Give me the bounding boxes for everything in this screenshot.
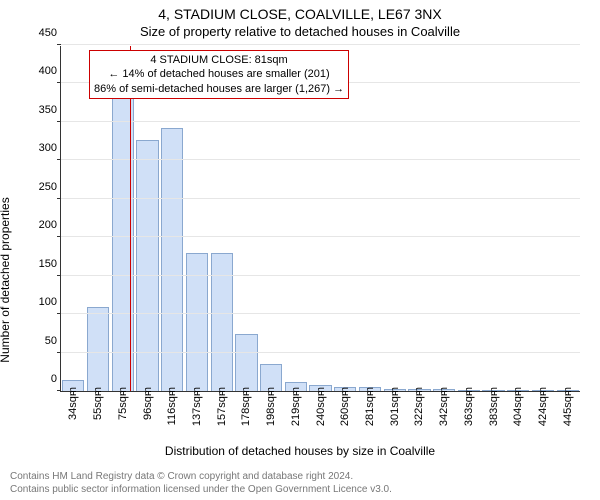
bar-slot: 342sqm [432, 46, 457, 391]
xtick-label: 75sqm [117, 387, 129, 420]
gridline [61, 313, 580, 314]
bar-slot: 363sqm [457, 46, 482, 391]
gridline [61, 121, 580, 122]
annotation-box: 4 STADIUM CLOSE: 81sqm← 14% of detached … [89, 50, 349, 99]
bar-slot: 383sqm [481, 46, 506, 391]
bar-slot: 34sqm [61, 46, 86, 391]
xtick-label: 445sqm [562, 387, 574, 426]
gridline [61, 275, 580, 276]
histogram-bar [87, 307, 109, 391]
annotation-line: 86% of semi-detached houses are larger (… [94, 82, 344, 96]
ytick-mark [57, 313, 61, 314]
bar-slot: 404sqm [506, 46, 531, 391]
bar-slot: 281sqm [358, 46, 383, 391]
xtick-label: 322sqm [413, 387, 425, 426]
histogram-bar [136, 140, 158, 391]
title-subtitle: Size of property relative to detached ho… [0, 24, 600, 39]
ytick-mark [57, 198, 61, 199]
xtick-label: 178sqm [240, 387, 252, 426]
gridline [61, 198, 580, 199]
xtick-label: 219sqm [290, 387, 302, 426]
annotation-line: 4 STADIUM CLOSE: 81sqm [94, 53, 344, 67]
footer-attribution: Contains HM Land Registry data © Crown c… [10, 471, 590, 496]
ytick-label: 450 [39, 27, 57, 39]
xtick-label: 240sqm [315, 387, 327, 426]
footer-line-1: Contains HM Land Registry data © Crown c… [10, 471, 590, 484]
xtick-label: 342sqm [438, 387, 450, 426]
gridline [61, 44, 580, 45]
xtick-label: 301sqm [389, 387, 401, 426]
y-axis-label: Number of detached properties [0, 197, 12, 362]
ytick-label: 200 [39, 219, 57, 231]
xtick-label: 363sqm [463, 387, 475, 426]
ytick-label: 100 [39, 296, 57, 308]
ytick-label: 50 [45, 335, 57, 347]
ytick-label: 0 [51, 373, 57, 385]
title-address: 4, STADIUM CLOSE, COALVILLE, LE67 3NX [0, 6, 600, 22]
gridline [61, 236, 580, 237]
xtick-label: 198sqm [265, 387, 277, 426]
ytick-mark [57, 44, 61, 45]
ytick-label: 400 [39, 65, 57, 77]
gridline [61, 352, 580, 353]
xtick-label: 137sqm [191, 387, 203, 426]
xtick-label: 404sqm [512, 387, 524, 426]
ytick-label: 350 [39, 104, 57, 116]
ytick-label: 150 [39, 258, 57, 270]
ytick-label: 250 [39, 181, 57, 193]
histogram-bar [235, 334, 257, 392]
ytick-label: 300 [39, 142, 57, 154]
annotation-line: ← 14% of detached houses are smaller (20… [94, 67, 344, 81]
ytick-mark [57, 390, 61, 391]
ytick-mark [57, 352, 61, 353]
xtick-label: 281sqm [364, 387, 376, 426]
xtick-label: 116sqm [166, 387, 178, 425]
xtick-label: 424sqm [537, 387, 549, 426]
bar-slot: 322sqm [407, 46, 432, 391]
xtick-label: 34sqm [67, 387, 79, 420]
ytick-mark [57, 275, 61, 276]
xtick-label: 260sqm [339, 387, 351, 426]
bar-slot: 445sqm [555, 46, 580, 391]
xtick-label: 96sqm [142, 387, 154, 420]
xtick-label: 383sqm [488, 387, 500, 426]
x-axis-label: Distribution of detached houses by size … [0, 444, 600, 458]
xtick-label: 55sqm [92, 387, 104, 420]
ytick-mark [57, 159, 61, 160]
bar-slot: 424sqm [531, 46, 556, 391]
footer-line-2: Contains public sector information licen… [10, 484, 590, 497]
ytick-mark [57, 82, 61, 83]
xtick-label: 157sqm [216, 387, 228, 426]
plot-area: 34sqm55sqm75sqm96sqm116sqm137sqm157sqm17… [60, 46, 580, 392]
ytick-mark [57, 236, 61, 237]
bar-slot: 301sqm [382, 46, 407, 391]
ytick-mark [57, 121, 61, 122]
gridline [61, 159, 580, 160]
